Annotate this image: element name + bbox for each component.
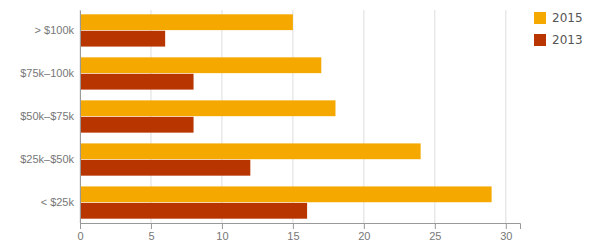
y-tick-label: > $100k xyxy=(35,24,75,36)
x-tick: 30 xyxy=(500,223,512,242)
bar xyxy=(80,57,321,73)
legend-item: 2015 xyxy=(534,11,583,25)
legend-item: 2013 xyxy=(534,33,583,47)
y-tick: < $25k xyxy=(41,196,75,208)
x-tick: 0 xyxy=(77,223,83,242)
legend: 2015 2013 xyxy=(534,11,583,47)
x-axis: 0 5 10 15 20 25 30 xyxy=(77,223,520,242)
x-tick-mark xyxy=(293,223,294,229)
legend-swatch xyxy=(534,34,546,46)
bar xyxy=(80,143,421,159)
legend-label: 2015 xyxy=(552,11,583,25)
bar xyxy=(80,117,194,133)
x-tick: 15 xyxy=(287,223,299,242)
x-axis-line xyxy=(81,224,521,230)
grid xyxy=(80,10,506,223)
bar xyxy=(80,100,335,116)
x-tick-mark xyxy=(435,223,436,229)
y-tick: $75k–100k xyxy=(20,67,74,79)
x-tick-label: 30 xyxy=(500,230,512,242)
x-tick-label: 5 xyxy=(148,230,154,242)
bar xyxy=(80,74,194,90)
y-tick-label: < $25k xyxy=(41,196,75,208)
y-tick: $50k–$75k xyxy=(20,110,74,122)
legend-swatch xyxy=(534,12,546,24)
x-tick-label: 15 xyxy=(287,230,299,242)
legend-label: 2013 xyxy=(552,33,583,47)
chart: 0 5 10 15 20 25 30 > $100k $75k–100k $50k–$75k $25… xyxy=(0,0,600,249)
x-tick: 10 xyxy=(216,223,228,242)
y-axis: > $100k $75k–100k $50k–$75k $25k–$50k < $25k xyxy=(20,11,80,224)
x-tick: 5 xyxy=(148,223,154,242)
y-tick-label: $75k–100k xyxy=(20,67,74,79)
grid-line xyxy=(80,10,81,223)
y-axis-line xyxy=(80,11,81,224)
x-tick-label: 0 xyxy=(77,230,83,242)
x-tick-mark xyxy=(151,223,152,229)
y-tick-label: $50k–$75k xyxy=(20,110,74,122)
bars xyxy=(80,14,492,218)
x-tick-mark xyxy=(364,223,365,229)
x-tick-label: 25 xyxy=(429,230,441,242)
bar xyxy=(80,160,250,176)
x-tick-label: 20 xyxy=(358,230,370,242)
x-tick-mark xyxy=(222,223,223,229)
y-tick: $25k–$50k xyxy=(20,153,74,165)
x-tick: 20 xyxy=(358,223,370,242)
plot: 0 5 10 15 20 25 30 > $100k $75k–100k $50k–$75k $25… xyxy=(20,10,520,242)
x-tick-label: 10 xyxy=(216,230,228,242)
bar xyxy=(80,186,492,202)
x-tick: 25 xyxy=(429,223,441,242)
bar xyxy=(80,203,307,219)
y-tick: > $100k xyxy=(35,24,75,36)
x-tick-mark xyxy=(506,223,507,229)
bar xyxy=(80,14,293,30)
bar xyxy=(80,31,165,47)
y-tick-label: $25k–$50k xyxy=(20,153,74,165)
x-tick-mark xyxy=(80,223,81,229)
grid-line xyxy=(505,10,506,223)
